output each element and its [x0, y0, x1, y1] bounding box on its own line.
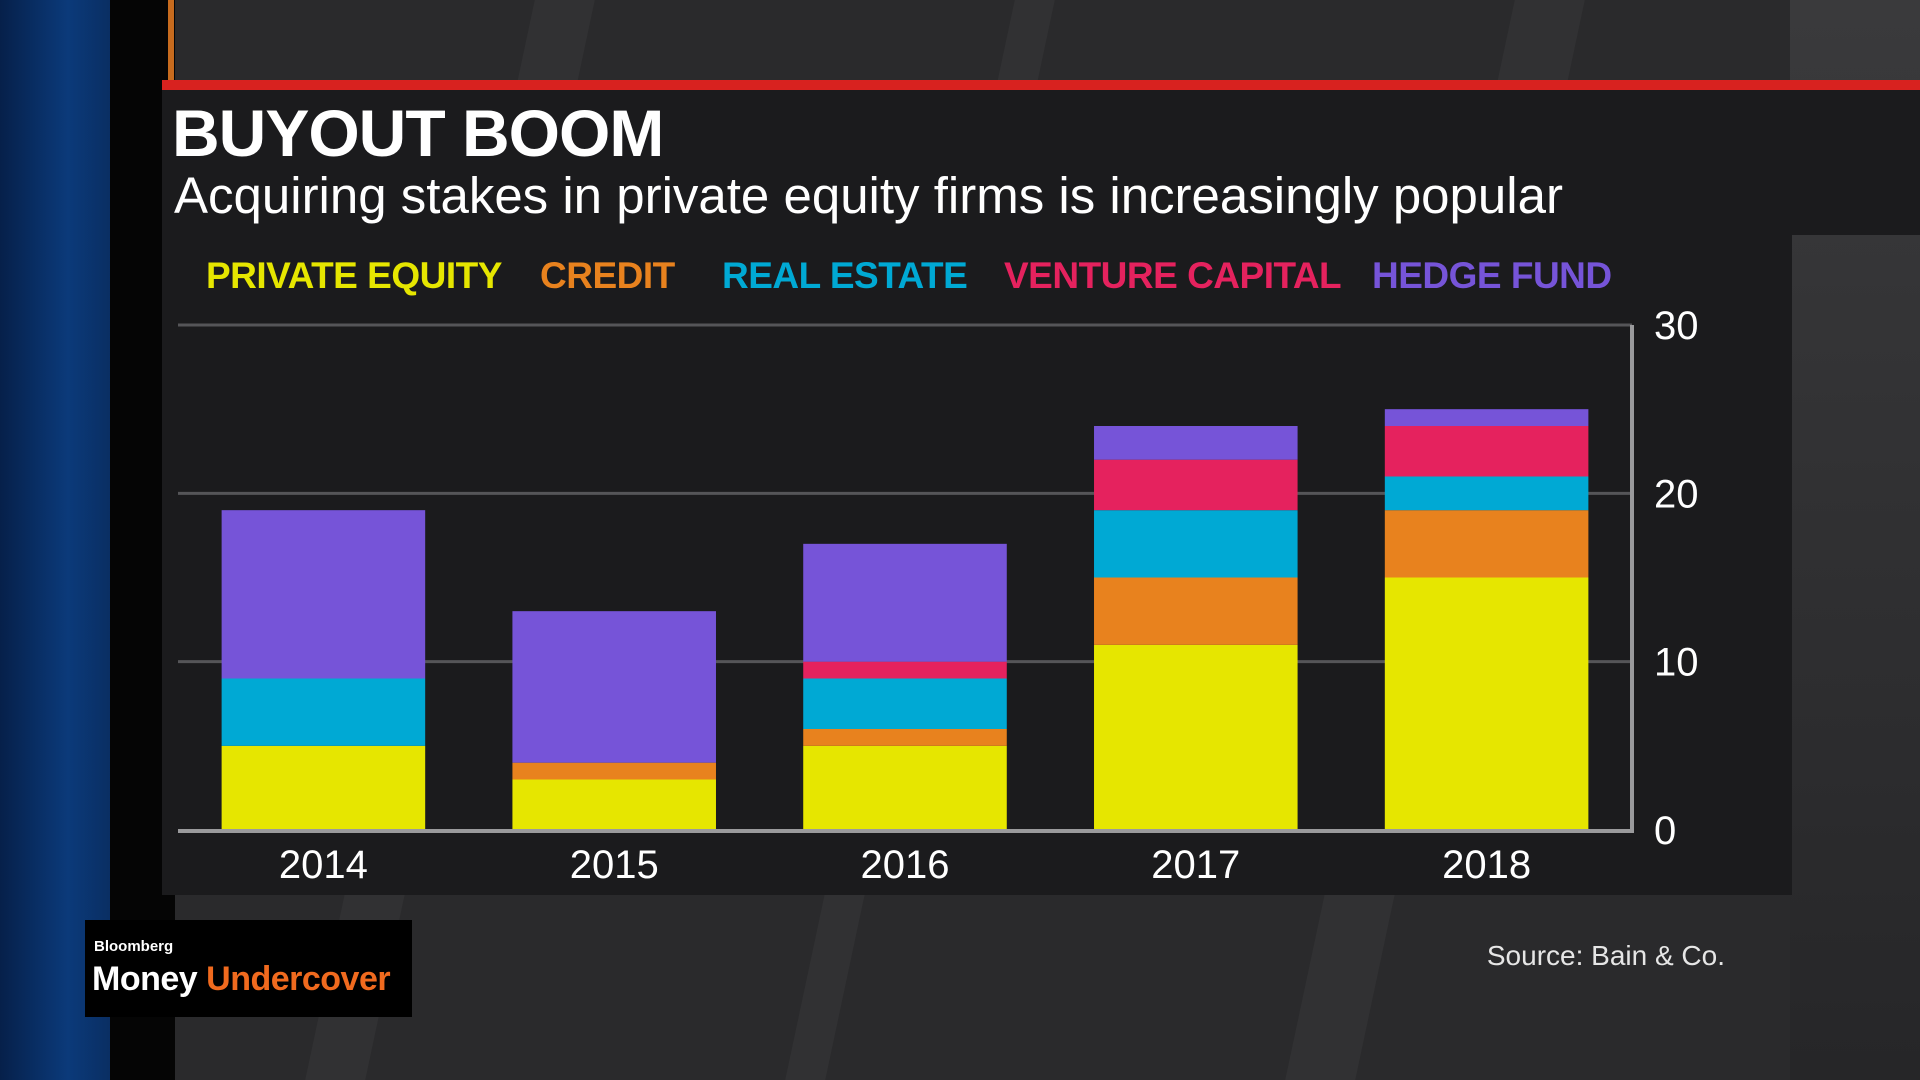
- bars: [221, 409, 1589, 830]
- bar-2017-private-equity: [1094, 644, 1298, 830]
- x-tick-label: 2015: [570, 843, 659, 887]
- y-tick-labels: 0 10 20 30: [1654, 304, 1699, 853]
- bar-2018-real-estate: [1384, 476, 1589, 511]
- bar-2016-credit: [803, 729, 1007, 746]
- legend-credit: CREDIT: [540, 255, 675, 296]
- legend-venture-capital: VENTURE CAPITAL: [1004, 255, 1342, 296]
- bar-2015-hedge-fund: [512, 611, 716, 763]
- bar-2018-credit: [1384, 510, 1589, 578]
- bar-2015-private-equity: [512, 779, 716, 830]
- show-logo: Money Undercover: [92, 960, 391, 999]
- network-logo: Bloomberg: [94, 938, 174, 955]
- bar-2018-private-equity: [1384, 577, 1589, 830]
- title-bar: [162, 80, 1920, 235]
- x-tick-label: 2018: [1442, 843, 1531, 887]
- x-tick-label: 2014: [279, 843, 368, 887]
- bar-2014-private-equity: [221, 745, 426, 830]
- bar-2016-private-equity: [803, 745, 1007, 830]
- legend-private-equity: PRIVATE EQUITY: [206, 255, 502, 296]
- bar-2015-credit: [512, 762, 716, 780]
- bar-2014-hedge-fund: [221, 510, 426, 679]
- y-tick-label: 0: [1654, 809, 1676, 853]
- x-tick-label: 2017: [1151, 843, 1240, 887]
- x-tick-labels: 2014 2015 2016 2017 2018: [279, 843, 1531, 887]
- show-logo-part2: Undercover: [206, 960, 391, 998]
- legend-hedge-fund: HEDGE FUND: [1372, 255, 1612, 296]
- title-rule: [162, 80, 1920, 90]
- bar-2016-venture-capital: [803, 661, 1007, 679]
- background-accent-strip: [168, 0, 174, 110]
- y-tick-label: 30: [1654, 304, 1699, 348]
- y-tick-label: 20: [1654, 472, 1699, 516]
- y-tick-label: 10: [1654, 641, 1699, 685]
- legend-real-estate: REAL ESTATE: [722, 255, 968, 296]
- bar-2016-real-estate: [803, 678, 1007, 729]
- bar-2016-hedge-fund: [803, 543, 1007, 662]
- show-logo-part1: Money: [92, 960, 198, 998]
- bar-2017-hedge-fund: [1094, 426, 1298, 460]
- x-tick-label: 2016: [861, 843, 950, 887]
- bar-2018-venture-capital: [1384, 426, 1589, 477]
- chart-title: BUYOUT BOOM: [172, 96, 664, 170]
- logo-box: [85, 920, 412, 1017]
- bar-2018-hedge-fund: [1384, 409, 1589, 426]
- bar-2017-venture-capital: [1094, 459, 1298, 511]
- bar-2017-real-estate: [1094, 510, 1298, 578]
- chart-subtitle: Acquiring stakes in private equity firms…: [174, 167, 1563, 224]
- bar-2014-real-estate: [221, 678, 426, 746]
- source-note: Source: Bain & Co.: [1486, 940, 1725, 971]
- bar-2017-credit: [1094, 577, 1298, 645]
